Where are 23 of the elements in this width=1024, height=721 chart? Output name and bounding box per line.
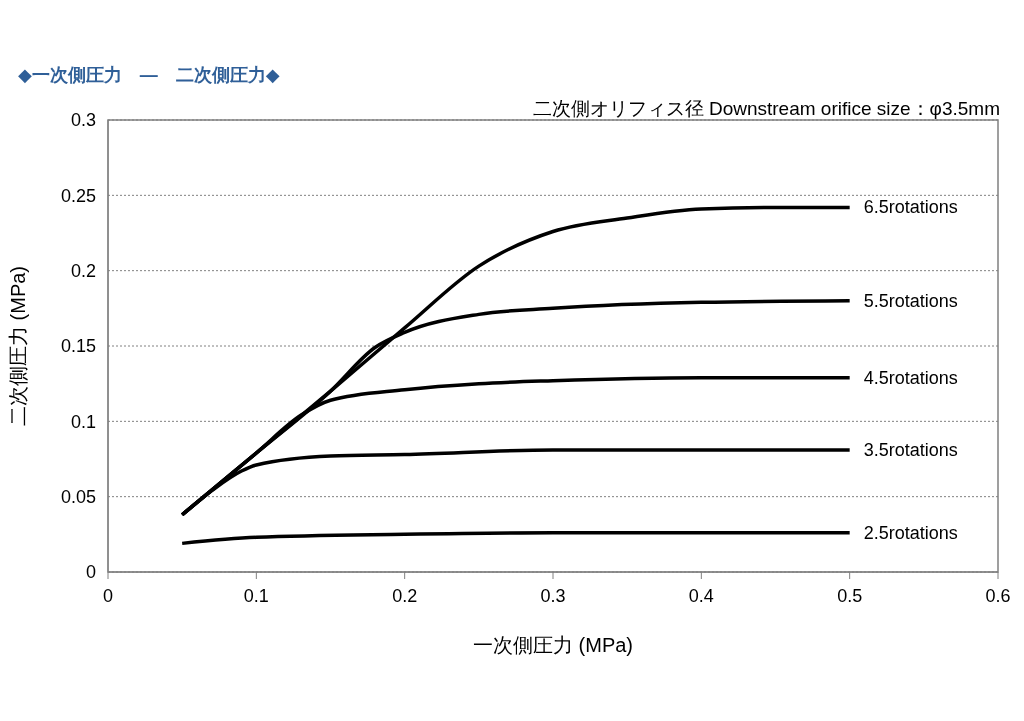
y-tick-label: 0.15 — [60, 336, 96, 357]
series-label: 5.5rotations — [863, 290, 958, 311]
y-tick-label: 0.25 — [60, 185, 96, 206]
series-label: 3.5rotations — [863, 439, 958, 460]
x-tick-label: 0 — [102, 585, 114, 606]
x-tick-label: 0.2 — [392, 585, 418, 606]
x-tick-label: 0.4 — [688, 585, 714, 606]
y-axis-title: 二次側圧力 (MPa) — [7, 266, 30, 426]
series-label: 4.5rotations — [863, 367, 958, 388]
chart-title: ◆一次側圧力 ― 二次側圧力◆ — [18, 64, 280, 87]
y-tick-label: 0.05 — [60, 487, 96, 508]
series-label: 2.5rotations — [863, 522, 958, 543]
y-tick-label: 0.1 — [70, 411, 96, 432]
series-label: 6.5rotations — [863, 197, 958, 218]
chart-subtitle: 二次側オリフィス径 Downstream orifice size：φ3.5mm — [532, 97, 1000, 121]
x-tick-label: 0.6 — [985, 585, 1011, 606]
x-tick-label: 0.1 — [243, 585, 269, 606]
y-tick-label: 0.2 — [70, 261, 96, 282]
x-tick-label: 0.5 — [837, 585, 863, 606]
x-axis-title: 一次側圧力 (MPa) — [473, 634, 633, 656]
x-tick-label: 0.3 — [540, 585, 566, 606]
y-tick-label: 0 — [85, 562, 96, 583]
y-tick-label: 0.3 — [70, 110, 96, 131]
